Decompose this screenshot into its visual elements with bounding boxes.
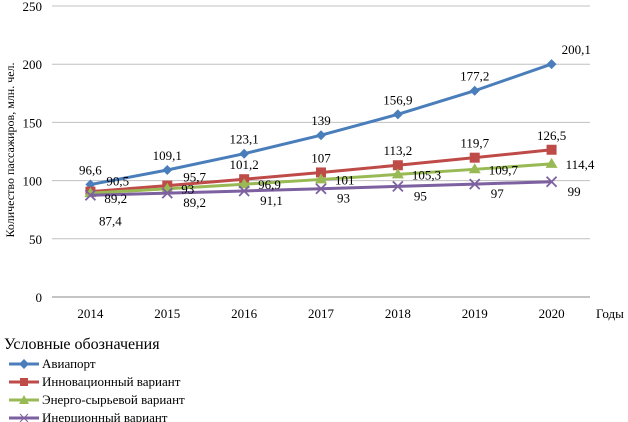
x-tick-label: 2020 xyxy=(539,306,565,321)
data-label: 123,1 xyxy=(230,132,259,147)
legend-swatch-icon xyxy=(9,395,39,404)
diamond-marker xyxy=(469,85,480,96)
legend-title: Условные обозначения xyxy=(4,336,160,353)
legend: Условные обозначения Авиапорт Инновационн… xyxy=(4,336,185,422)
data-label: 90,5 xyxy=(106,174,129,189)
data-label: 139 xyxy=(311,113,331,128)
x-marker xyxy=(392,180,404,193)
y-tick-label: 100 xyxy=(23,174,43,189)
legend-item: Инерционный вариант xyxy=(8,409,185,422)
square-marker xyxy=(392,160,403,171)
diamond-marker xyxy=(239,148,250,159)
data-label: 177,2 xyxy=(460,69,489,84)
data-label: 119,7 xyxy=(460,136,489,151)
triangle-marker xyxy=(468,163,481,174)
data-label: 93 xyxy=(337,191,350,206)
x-marker xyxy=(545,176,558,188)
data-label: 126,5 xyxy=(537,128,566,143)
data-label: 101 xyxy=(335,172,355,187)
x-marker xyxy=(238,185,250,197)
x-marker xyxy=(469,178,481,190)
x-marker xyxy=(84,189,97,201)
diamond-marker xyxy=(162,165,173,176)
y-tick-label: 150 xyxy=(23,115,43,130)
legend-swatch-icon xyxy=(9,378,39,386)
y-tick-label: 0 xyxy=(36,290,43,305)
data-label: 91,1 xyxy=(260,193,283,208)
data-label: 97 xyxy=(491,186,505,201)
legend-item: Инновационный вариант xyxy=(8,373,185,391)
legend-item: Энерго-сырьевой вариант xyxy=(8,391,185,409)
data-label: 200,1 xyxy=(562,42,591,57)
x-tick-label: 2014 xyxy=(77,306,104,321)
y-axis-label: Количество пассажиров, млн. чел. xyxy=(3,62,17,237)
data-label: 93 xyxy=(181,182,194,197)
x-marker xyxy=(315,183,327,195)
data-label: 96,6 xyxy=(79,163,102,178)
data-label: 105,3 xyxy=(412,167,441,182)
x-tick-label: 2016 xyxy=(231,306,258,321)
triangle-marker xyxy=(238,178,251,189)
x-marker xyxy=(161,187,173,199)
data-label: 109,7 xyxy=(489,162,519,177)
data-label: 99 xyxy=(568,184,581,199)
legend-label: Авиапорт xyxy=(42,356,96,371)
x-tick-label: 2018 xyxy=(385,306,411,321)
diamond-marker xyxy=(546,59,557,70)
square-marker xyxy=(469,152,480,163)
diamond-marker xyxy=(392,109,403,120)
legend-swatch-icon xyxy=(9,413,39,422)
legend-label: Инерционный вариант xyxy=(42,410,168,422)
y-tick-label: 250 xyxy=(23,0,43,14)
legend-label: Энерго-сырьевой вариант xyxy=(42,392,185,407)
legend-swatch-icon xyxy=(9,359,39,369)
data-label: 95 xyxy=(414,188,427,203)
data-label: 89,2 xyxy=(104,191,127,206)
triangle-marker xyxy=(391,168,404,179)
x-tick-label: 2017 xyxy=(308,306,335,321)
line-chart: 0 50 100 150 200 250 2014 2015 2016 2017 2018 2019 2… xyxy=(3,0,624,321)
y-tick-label: 200 xyxy=(23,57,43,72)
data-label: 114,4 xyxy=(566,157,595,172)
y-tick-label: 50 xyxy=(29,232,42,247)
legend-label: Инновационный вариант xyxy=(42,374,181,389)
data-label: 96,9 xyxy=(258,177,281,192)
data-label: 156,9 xyxy=(383,92,412,107)
data-label: 113,2 xyxy=(383,143,412,158)
data-label: 87,4 xyxy=(99,213,122,228)
square-marker xyxy=(546,144,557,155)
legend-item: Авиапорт xyxy=(8,355,185,373)
data-label: 107 xyxy=(311,150,331,165)
data-label: 101,2 xyxy=(230,157,259,172)
data-label: 95,7 xyxy=(183,170,206,185)
data-label: 109,1 xyxy=(153,148,182,163)
x-tick-label: 2015 xyxy=(154,306,180,321)
triangle-marker xyxy=(315,173,327,184)
diamond-marker xyxy=(316,130,326,141)
x-tick-label: 2019 xyxy=(462,306,488,321)
x-axis-label: Годы xyxy=(596,306,624,321)
square-marker xyxy=(316,167,326,178)
data-label: 89,2 xyxy=(183,195,206,210)
triangle-marker xyxy=(545,157,558,168)
